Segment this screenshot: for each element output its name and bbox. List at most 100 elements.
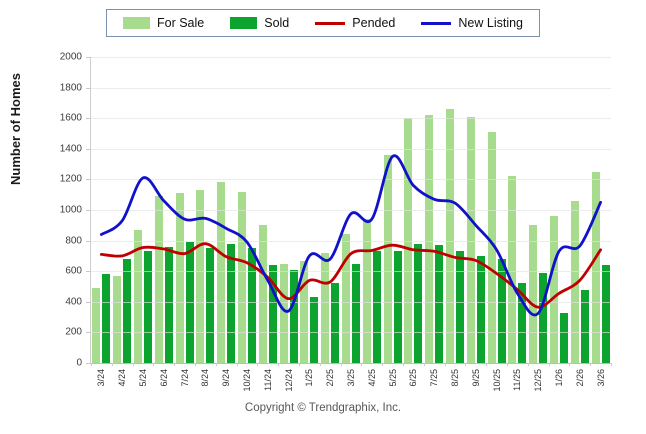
x-tick-label: 1/25 (304, 369, 315, 387)
x-tick-mark (569, 363, 571, 366)
bar-sold (601, 265, 610, 363)
x-tick-mark (111, 363, 113, 366)
y-tick-mark (86, 332, 91, 334)
bar-sold (227, 243, 236, 363)
bar-sold (123, 258, 132, 363)
x-tick-label: 6/25 (408, 369, 419, 387)
legend-item-pended: Pended (315, 16, 395, 30)
x-tick-mark (486, 363, 488, 366)
legend-item-for-sale: For Sale (122, 16, 205, 30)
bar-for-sale (134, 229, 142, 363)
x-tick-mark (299, 363, 300, 366)
bar-for-sale (92, 288, 101, 363)
y-tick-label: 2000 (59, 51, 82, 63)
bar-for-sale (529, 225, 538, 363)
y-tick-label: 600 (65, 265, 82, 277)
bar-for-sale (591, 171, 600, 363)
bar-sold (310, 297, 319, 363)
x-tick-mark (403, 363, 404, 366)
x-tick-mark (236, 363, 238, 366)
bar-sold (580, 289, 589, 363)
x-tick-label: 2/25 (325, 369, 336, 387)
legend-item-new-listing: New Listing (421, 16, 523, 30)
x-tick-label: 1/26 (554, 369, 564, 387)
legend-label: For Sale (156, 16, 205, 30)
x-tick-label: 2/26 (574, 369, 585, 387)
bar-for-sale (342, 234, 350, 363)
bar-sold (268, 265, 277, 363)
y-tick-mark (86, 240, 91, 242)
legend-swatch-box-icon (230, 17, 258, 29)
bar-for-sale (175, 193, 184, 363)
copyright-text: Copyright © Trendgraphix, Inc. (244, 402, 402, 414)
x-tick-mark (590, 363, 592, 366)
y-tick-label: 1200 (59, 173, 82, 185)
legend-swatch-line-icon (315, 21, 346, 25)
line-pended (100, 242, 602, 309)
legend-label: New Listing (458, 16, 524, 30)
y-tick-label: 800 (65, 235, 82, 247)
line-new-listing (100, 154, 602, 317)
bar-sold (518, 282, 527, 363)
bar-for-sale (154, 196, 163, 363)
x-tick-mark (132, 363, 134, 366)
y-tick-mark (86, 301, 91, 303)
x-tick-mark (382, 363, 384, 366)
bar-for-sale (446, 109, 454, 363)
y-tick-mark (86, 271, 91, 273)
x-tick-mark (611, 363, 612, 366)
y-tick-mark (86, 363, 91, 364)
x-tick-label: 4/25 (366, 369, 377, 387)
x-tick-label: 10/24 (242, 369, 252, 392)
bar-sold (539, 272, 548, 363)
y-tick-label: 0 (76, 357, 82, 369)
line-layer (100, 154, 602, 317)
bar-for-sale (508, 176, 517, 363)
x-tick-mark (319, 363, 321, 366)
bar-sold (331, 282, 340, 363)
x-tick-mark (195, 363, 196, 366)
bar-for-sale (217, 181, 226, 363)
bar-for-sale (279, 263, 288, 363)
bar-for-sale (300, 260, 309, 363)
x-tick-mark (153, 363, 155, 366)
bar-sold (102, 274, 111, 363)
x-tick-label: 8/25 (450, 369, 460, 387)
x-tick-mark (507, 363, 508, 366)
plot-area: 0 200 400 600 800 1000 1200 1400 1600 1800 2000 3/2… (60, 52, 612, 392)
x-tick-label: 7/25 (429, 369, 440, 387)
bar-for-sale (238, 191, 246, 363)
x-tick-label: 7/24 (179, 369, 190, 387)
x-tick-mark (215, 363, 217, 366)
bar-for-sale (258, 225, 267, 363)
bar-for-sale (550, 216, 558, 363)
x-tick-mark (340, 363, 342, 366)
bar-sold (435, 245, 444, 363)
bar-for-sale (196, 190, 205, 363)
bar-sold (144, 251, 152, 363)
x-tick-mark (465, 363, 467, 366)
bar-for-sale (466, 116, 475, 363)
x-tick-label: 9/24 (221, 369, 232, 387)
x-tick-label: 5/25 (387, 369, 398, 387)
x-tick-mark (423, 363, 425, 366)
bar-for-sale (425, 115, 434, 363)
legend-item-sold: Sold (230, 16, 289, 30)
bar-for-sale (487, 131, 496, 363)
x-tick-mark (278, 363, 280, 366)
bar-for-sale (321, 252, 330, 363)
x-tick-label: 10/25 (491, 369, 502, 392)
bar-for-sale (362, 219, 371, 363)
y-tick-label: 200 (65, 326, 82, 338)
legend-swatch-box-icon (122, 17, 150, 29)
x-tick-label: 11/25 (512, 369, 523, 391)
y-tick-mark (86, 57, 91, 58)
x-tick-label: 11/24 (262, 369, 273, 391)
bar-sold (206, 247, 215, 363)
y-tick-label: 1600 (59, 112, 82, 124)
bar-sold (352, 263, 360, 363)
x-tick-label: 5/24 (138, 369, 148, 387)
bar-sold (560, 312, 568, 363)
bar-sold (393, 250, 402, 363)
